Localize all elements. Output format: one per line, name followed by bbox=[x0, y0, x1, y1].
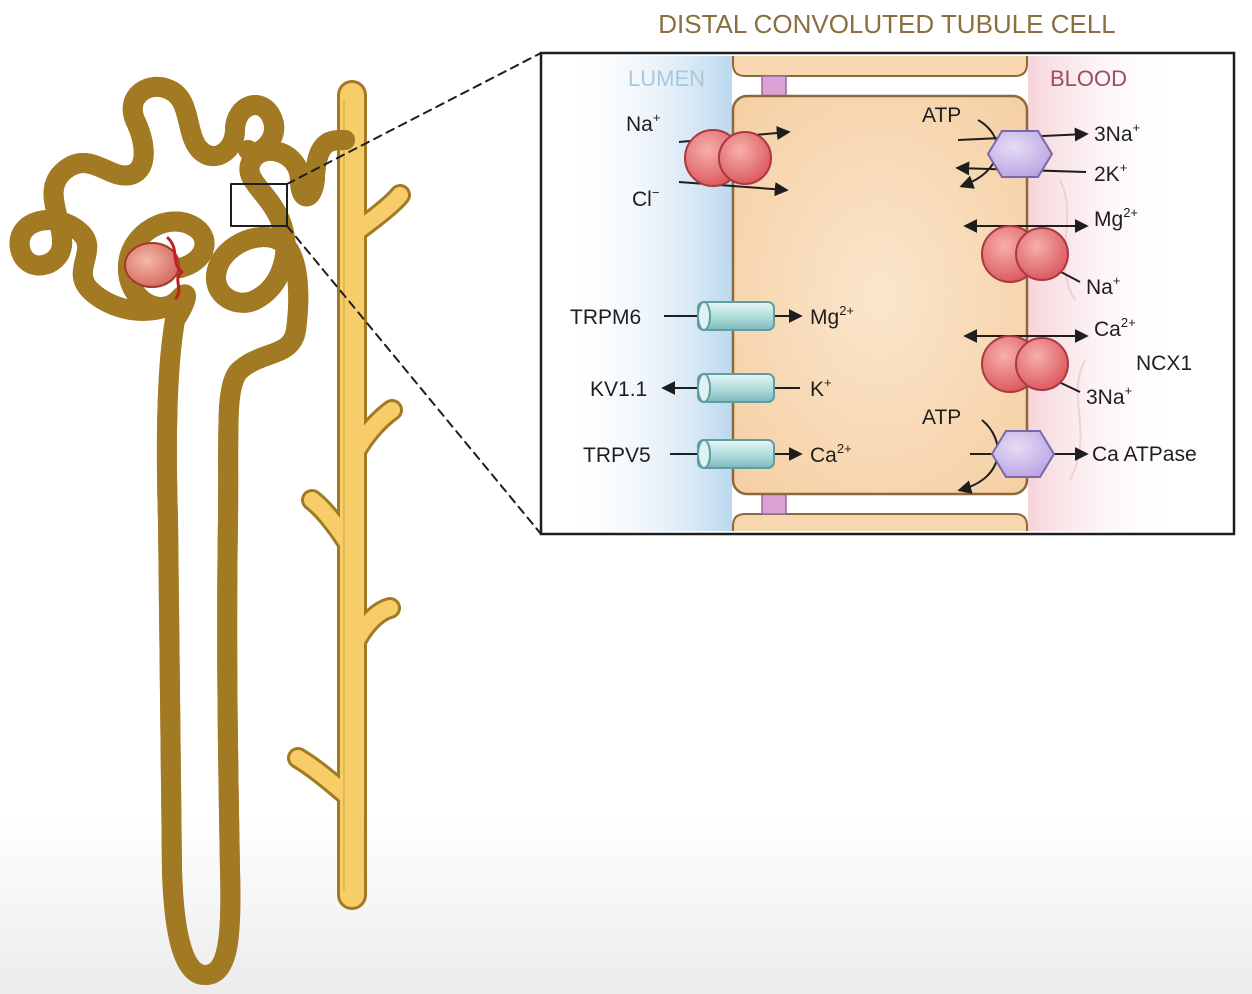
hexagon-pump-icon bbox=[990, 430, 1056, 478]
cell-panel: LUMEN BLOOD Na+ Cl− ATP 3Na+ 2K+ bbox=[539, 51, 1236, 536]
callout-line-top bbox=[286, 52, 542, 185]
svg-text:Ca2+: Ca2+ bbox=[810, 441, 852, 467]
trpm6-label: TRPM6 bbox=[570, 306, 641, 329]
hexagon-pump-icon bbox=[986, 130, 1054, 178]
na-k-atpase: ATP 3Na+ 2K+ bbox=[922, 104, 1140, 189]
kv11-ion-charge: + bbox=[824, 375, 832, 390]
blood-label: BLOOD bbox=[1050, 66, 1127, 91]
kv11-channel: KV1.1 K+ bbox=[590, 373, 832, 403]
svg-text:Mg2+: Mg2+ bbox=[810, 303, 854, 329]
svg-text:Ca2+: Ca2+ bbox=[1094, 315, 1136, 341]
ncx1-exchanger: Ca2+ 3Na+ NCX1 bbox=[963, 315, 1192, 409]
svg-text:3Na+: 3Na+ bbox=[1086, 383, 1132, 409]
lumen-label: LUMEN bbox=[628, 66, 705, 91]
nak-atp-label: ATP bbox=[922, 104, 961, 127]
ncx1-3na-charge: + bbox=[1125, 383, 1133, 398]
ca-atpase-name-label: Ca ATPase bbox=[1092, 443, 1197, 466]
mg-exchanger-na-charge: + bbox=[1113, 273, 1121, 288]
nacl-na-label: Na bbox=[626, 113, 653, 136]
glomerulus bbox=[124, 236, 184, 300]
ca-atpase-atp-label: ATP bbox=[922, 406, 961, 429]
mg-na-exchanger: Mg2+ Na+ bbox=[963, 205, 1138, 299]
svg-text:3Na+: 3Na+ bbox=[1094, 120, 1140, 146]
trpv5-label: TRPV5 bbox=[583, 444, 651, 467]
nak-3na-label: 3Na bbox=[1094, 123, 1133, 146]
trpv5-ion-label: Ca bbox=[810, 444, 837, 467]
nak-2k-label: 2K bbox=[1094, 163, 1120, 186]
collecting-duct bbox=[287, 80, 411, 910]
svg-text:Mg2+: Mg2+ bbox=[1094, 205, 1138, 231]
ncx1-3na-label: 3Na bbox=[1086, 386, 1125, 409]
nephron bbox=[20, 52, 542, 975]
callout-line-bottom bbox=[286, 225, 542, 535]
trpm6-ion-label: Mg bbox=[810, 306, 839, 329]
svg-text:K+: K+ bbox=[810, 375, 832, 401]
nacl-cotransporter: Na+ Cl− bbox=[626, 110, 791, 211]
nak-3na-charge: + bbox=[1133, 120, 1141, 135]
nacl-cl-label: Cl bbox=[632, 188, 652, 211]
neighbor-cell-bottom bbox=[732, 513, 1028, 531]
ncx1-ca-label: Ca bbox=[1094, 318, 1121, 341]
dct-cell bbox=[731, 94, 1029, 496]
trpm6-channel: TRPM6 Mg2+ bbox=[570, 301, 854, 331]
trpm6-ion-charge: 2+ bbox=[839, 303, 854, 318]
svg-text:2K+: 2K+ bbox=[1094, 160, 1127, 186]
ncx1-name-label: NCX1 bbox=[1136, 352, 1192, 375]
tight-junction-top bbox=[761, 75, 787, 97]
trpv5-channel: TRPV5 Ca2+ bbox=[583, 439, 852, 469]
kv11-ion-label: K bbox=[810, 378, 824, 401]
ca-atpase: ATP Ca ATPase bbox=[922, 406, 1197, 494]
nak-2k-charge: + bbox=[1120, 160, 1128, 175]
zoom-box bbox=[230, 183, 288, 227]
diagram-title: DISTAL CONVOLUTED TUBULE CELL bbox=[658, 9, 1116, 39]
svg-text:Cl−: Cl− bbox=[632, 185, 659, 211]
neighbor-cell-top bbox=[732, 56, 1028, 77]
mg-exchanger-mg-label: Mg bbox=[1094, 208, 1123, 231]
mg-exchanger-mg-charge: 2+ bbox=[1123, 205, 1138, 220]
svg-text:Na+: Na+ bbox=[1086, 273, 1120, 299]
nacl-na-charge: + bbox=[653, 110, 661, 125]
nacl-cl-charge: − bbox=[652, 185, 660, 200]
ncx1-ca-charge: 2+ bbox=[1121, 315, 1136, 330]
svg-text:Na+: Na+ bbox=[626, 110, 660, 136]
tight-junction-bottom bbox=[761, 493, 787, 515]
trpv5-ion-charge: 2+ bbox=[837, 441, 852, 456]
tubule bbox=[20, 87, 345, 975]
kv11-label: KV1.1 bbox=[590, 378, 647, 401]
mg-exchanger-na-label: Na bbox=[1086, 276, 1113, 299]
